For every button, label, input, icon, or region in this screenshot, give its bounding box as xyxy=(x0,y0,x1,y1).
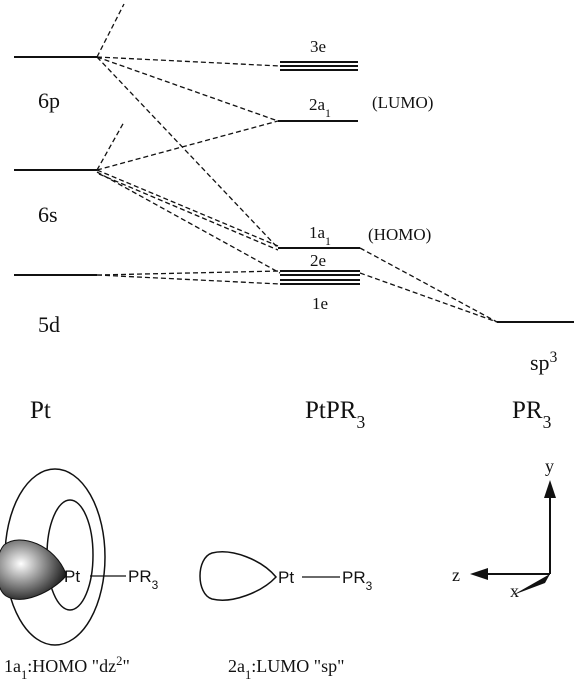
dashed-line xyxy=(97,57,278,248)
lobe xyxy=(0,540,66,599)
level-1e xyxy=(280,280,360,284)
dashed-line xyxy=(97,170,278,246)
atom-label: Pt xyxy=(278,568,294,587)
caption-part: 2a xyxy=(228,656,245,676)
level-label: 1e xyxy=(312,294,328,313)
label-sub: 3 xyxy=(152,578,159,592)
axis-label: z xyxy=(452,565,460,585)
dashed-line xyxy=(97,57,280,66)
column-label: Pt xyxy=(30,397,51,424)
body: {"pt_levels": [{"label": "6p"}, {"label"… xyxy=(0,0,574,686)
page: body { margin: 0; background: #fff; } sv… xyxy=(0,0,574,686)
caption-part: :HOMO "dz xyxy=(27,656,116,676)
label-main: PR xyxy=(512,397,543,424)
label-main: 2a xyxy=(309,95,326,114)
label-main: PtPR xyxy=(305,397,357,424)
mo-diagram: 6p 6s 5d 3e 2a1 (LUMO) 1a1 (HOMO) 2e 1e … xyxy=(0,0,574,686)
dashed-line xyxy=(97,275,280,284)
axes: y z x xyxy=(452,456,556,601)
column-label: PtPR3 xyxy=(305,397,365,432)
dashed-line xyxy=(99,174,278,250)
level-label: 6s xyxy=(38,202,58,227)
level-note: (HOMO) xyxy=(368,225,431,244)
caption: 1a1:HOMO "dz2" xyxy=(4,654,130,682)
lobe xyxy=(200,552,276,600)
label-sub: 3 xyxy=(356,412,365,432)
label-sub: 3 xyxy=(543,412,552,432)
orbital-homo: Pt PR3 1a1:HOMO "dz2" xyxy=(0,469,159,682)
atom-label: Pt xyxy=(64,567,80,586)
level-label: 3e xyxy=(310,37,326,56)
label-sub: 1 xyxy=(325,106,331,120)
axis-label: y xyxy=(545,456,554,476)
level-note: (LUMO) xyxy=(372,93,433,112)
label-sub: 1 xyxy=(325,234,331,248)
level-label: sp3 xyxy=(530,349,558,376)
level-label: 2e xyxy=(310,251,326,270)
ligand-label: PR3 xyxy=(128,567,159,592)
column-label: PR3 xyxy=(512,397,552,432)
caption-part: " xyxy=(122,656,129,676)
dashed-line xyxy=(97,271,280,275)
axis-label: x xyxy=(510,581,519,601)
label-sub: 3 xyxy=(366,579,373,593)
caption: 2a1:LUMO "sp" xyxy=(228,656,345,682)
caption-part: :LUMO "sp" xyxy=(251,656,344,676)
dashed-line xyxy=(360,273,497,322)
level-label: 2a1 xyxy=(309,95,331,120)
level-2e xyxy=(280,271,360,275)
dashed-line xyxy=(97,172,280,273)
ligand-label: PR3 xyxy=(342,568,373,593)
dashed-line xyxy=(360,248,497,322)
label-main: PR xyxy=(128,567,152,586)
label-main: sp xyxy=(530,350,550,375)
label-main: 1a xyxy=(309,223,326,242)
level-label: 1a1 xyxy=(309,223,331,248)
dashed-line xyxy=(97,121,278,170)
dashed-line xyxy=(97,57,278,121)
level-label: 5d xyxy=(38,312,60,337)
caption-part: 1a xyxy=(4,656,21,676)
arrow-head xyxy=(544,480,556,498)
arrow-head xyxy=(470,568,488,580)
level-3e xyxy=(280,62,358,70)
dashed-line xyxy=(97,4,124,57)
label-main: PR xyxy=(342,568,366,587)
level-label: 6p xyxy=(38,88,60,113)
dashed-line xyxy=(97,122,124,170)
label-sup: 3 xyxy=(550,349,558,366)
orbital-lumo: Pt PR3 2a1:LUMO "sp" xyxy=(200,552,373,682)
